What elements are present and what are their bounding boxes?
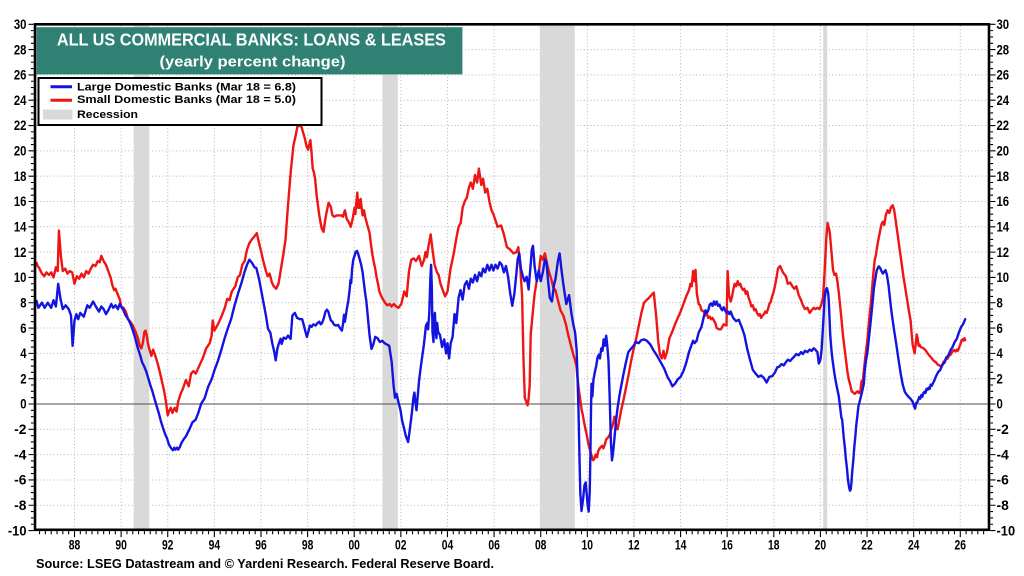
- svg-text:26: 26: [14, 68, 27, 83]
- svg-text:-4: -4: [997, 447, 1010, 462]
- svg-text:26: 26: [955, 538, 967, 553]
- svg-text:6: 6: [997, 321, 1004, 336]
- svg-text:12: 12: [628, 538, 640, 553]
- svg-text:26: 26: [997, 68, 1010, 83]
- svg-text:06: 06: [488, 538, 500, 553]
- svg-text:20: 20: [815, 538, 827, 553]
- svg-text:(yearly percent change): (yearly percent change): [160, 55, 346, 71]
- svg-text:16: 16: [721, 538, 733, 553]
- svg-text:4: 4: [20, 346, 27, 361]
- svg-text:02: 02: [395, 538, 407, 553]
- svg-text:22: 22: [861, 538, 873, 553]
- svg-text:-8: -8: [14, 498, 27, 513]
- svg-text:-2: -2: [997, 422, 1009, 437]
- svg-text:-2: -2: [14, 422, 26, 437]
- svg-text:12: 12: [14, 245, 27, 260]
- svg-text:94: 94: [209, 538, 221, 553]
- svg-text:92: 92: [162, 538, 174, 553]
- svg-text:00: 00: [348, 538, 360, 553]
- svg-text:-10: -10: [997, 523, 1016, 538]
- svg-text:88: 88: [69, 538, 81, 553]
- svg-text:10: 10: [14, 270, 27, 285]
- svg-text:2: 2: [20, 371, 26, 386]
- svg-text:0: 0: [20, 397, 26, 412]
- svg-text:16: 16: [14, 194, 27, 209]
- svg-text:24: 24: [908, 538, 920, 553]
- svg-text:16: 16: [997, 194, 1010, 209]
- svg-text:Source: LSEG Datastream and ©: Source: LSEG Datastream and © Yardeni Re…: [36, 557, 494, 571]
- svg-text:20: 20: [997, 144, 1010, 159]
- svg-text:0: 0: [997, 397, 1003, 412]
- svg-text:04: 04: [442, 538, 454, 553]
- svg-text:24: 24: [14, 93, 27, 108]
- svg-text:28: 28: [14, 42, 27, 57]
- svg-text:90: 90: [115, 538, 127, 553]
- svg-text:8: 8: [997, 295, 1004, 310]
- svg-text:22: 22: [14, 118, 27, 133]
- svg-text:6: 6: [20, 321, 27, 336]
- svg-text:10: 10: [997, 270, 1010, 285]
- svg-text:18: 18: [14, 169, 27, 184]
- svg-text:Large Domestic Banks (Mar 18 =: Large Domestic Banks (Mar 18 = 6.8): [77, 82, 296, 94]
- svg-text:Small Domestic Banks (Mar 18 =: Small Domestic Banks (Mar 18 = 5.0): [77, 94, 296, 106]
- svg-text:8: 8: [20, 295, 27, 310]
- svg-text:18: 18: [768, 538, 780, 553]
- svg-text:Recession: Recession: [77, 109, 138, 121]
- svg-text:ALL US COMMERCIAL BANKS: LOANS: ALL US COMMERCIAL BANKS: LOANS & LEASES: [57, 30, 446, 50]
- svg-text:14: 14: [997, 220, 1010, 235]
- svg-text:12: 12: [997, 245, 1010, 260]
- svg-text:-6: -6: [14, 473, 27, 488]
- svg-text:20: 20: [14, 144, 27, 159]
- svg-text:-8: -8: [997, 498, 1010, 513]
- svg-text:10: 10: [582, 538, 594, 553]
- svg-text:4: 4: [997, 346, 1004, 361]
- svg-text:-6: -6: [997, 473, 1010, 488]
- svg-text:30: 30: [14, 17, 27, 32]
- svg-text:30: 30: [997, 17, 1010, 32]
- svg-text:18: 18: [997, 169, 1010, 184]
- svg-text:-10: -10: [8, 523, 27, 538]
- svg-text:14: 14: [675, 538, 687, 553]
- svg-text:98: 98: [302, 538, 314, 553]
- svg-text:28: 28: [997, 42, 1010, 57]
- svg-text:2: 2: [997, 371, 1003, 386]
- svg-text:24: 24: [997, 93, 1010, 108]
- svg-text:96: 96: [255, 538, 267, 553]
- svg-text:22: 22: [997, 118, 1010, 133]
- svg-text:14: 14: [14, 220, 27, 235]
- svg-text:-4: -4: [14, 447, 27, 462]
- svg-text:08: 08: [535, 538, 547, 553]
